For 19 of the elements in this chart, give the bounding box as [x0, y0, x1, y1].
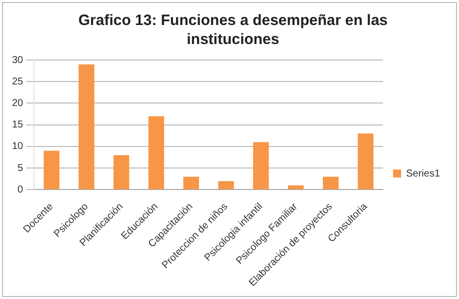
- y-tick-label: 20: [12, 98, 24, 109]
- y-tick-label: 25: [12, 76, 24, 88]
- bar: [78, 64, 94, 190]
- bar: [148, 116, 164, 190]
- y-tick-label: 30: [12, 54, 24, 66]
- y-tick-label: 5: [18, 162, 24, 174]
- bar: [253, 142, 269, 190]
- y-tick-label: 10: [12, 141, 24, 152]
- bar: [218, 181, 234, 190]
- chart-title: Grafico 13: Funciones a desempeñar en las instituciones: [77, 11, 389, 49]
- bar: [288, 185, 304, 190]
- bar: [183, 176, 200, 190]
- legend-label: Series1: [406, 168, 440, 180]
- bar: [358, 134, 374, 190]
- y-tick-label: 0: [18, 184, 24, 196]
- bar: [44, 150, 60, 190]
- bar: [322, 176, 339, 190]
- bar: [114, 155, 130, 190]
- y-tick-label: 15: [12, 120, 24, 131]
